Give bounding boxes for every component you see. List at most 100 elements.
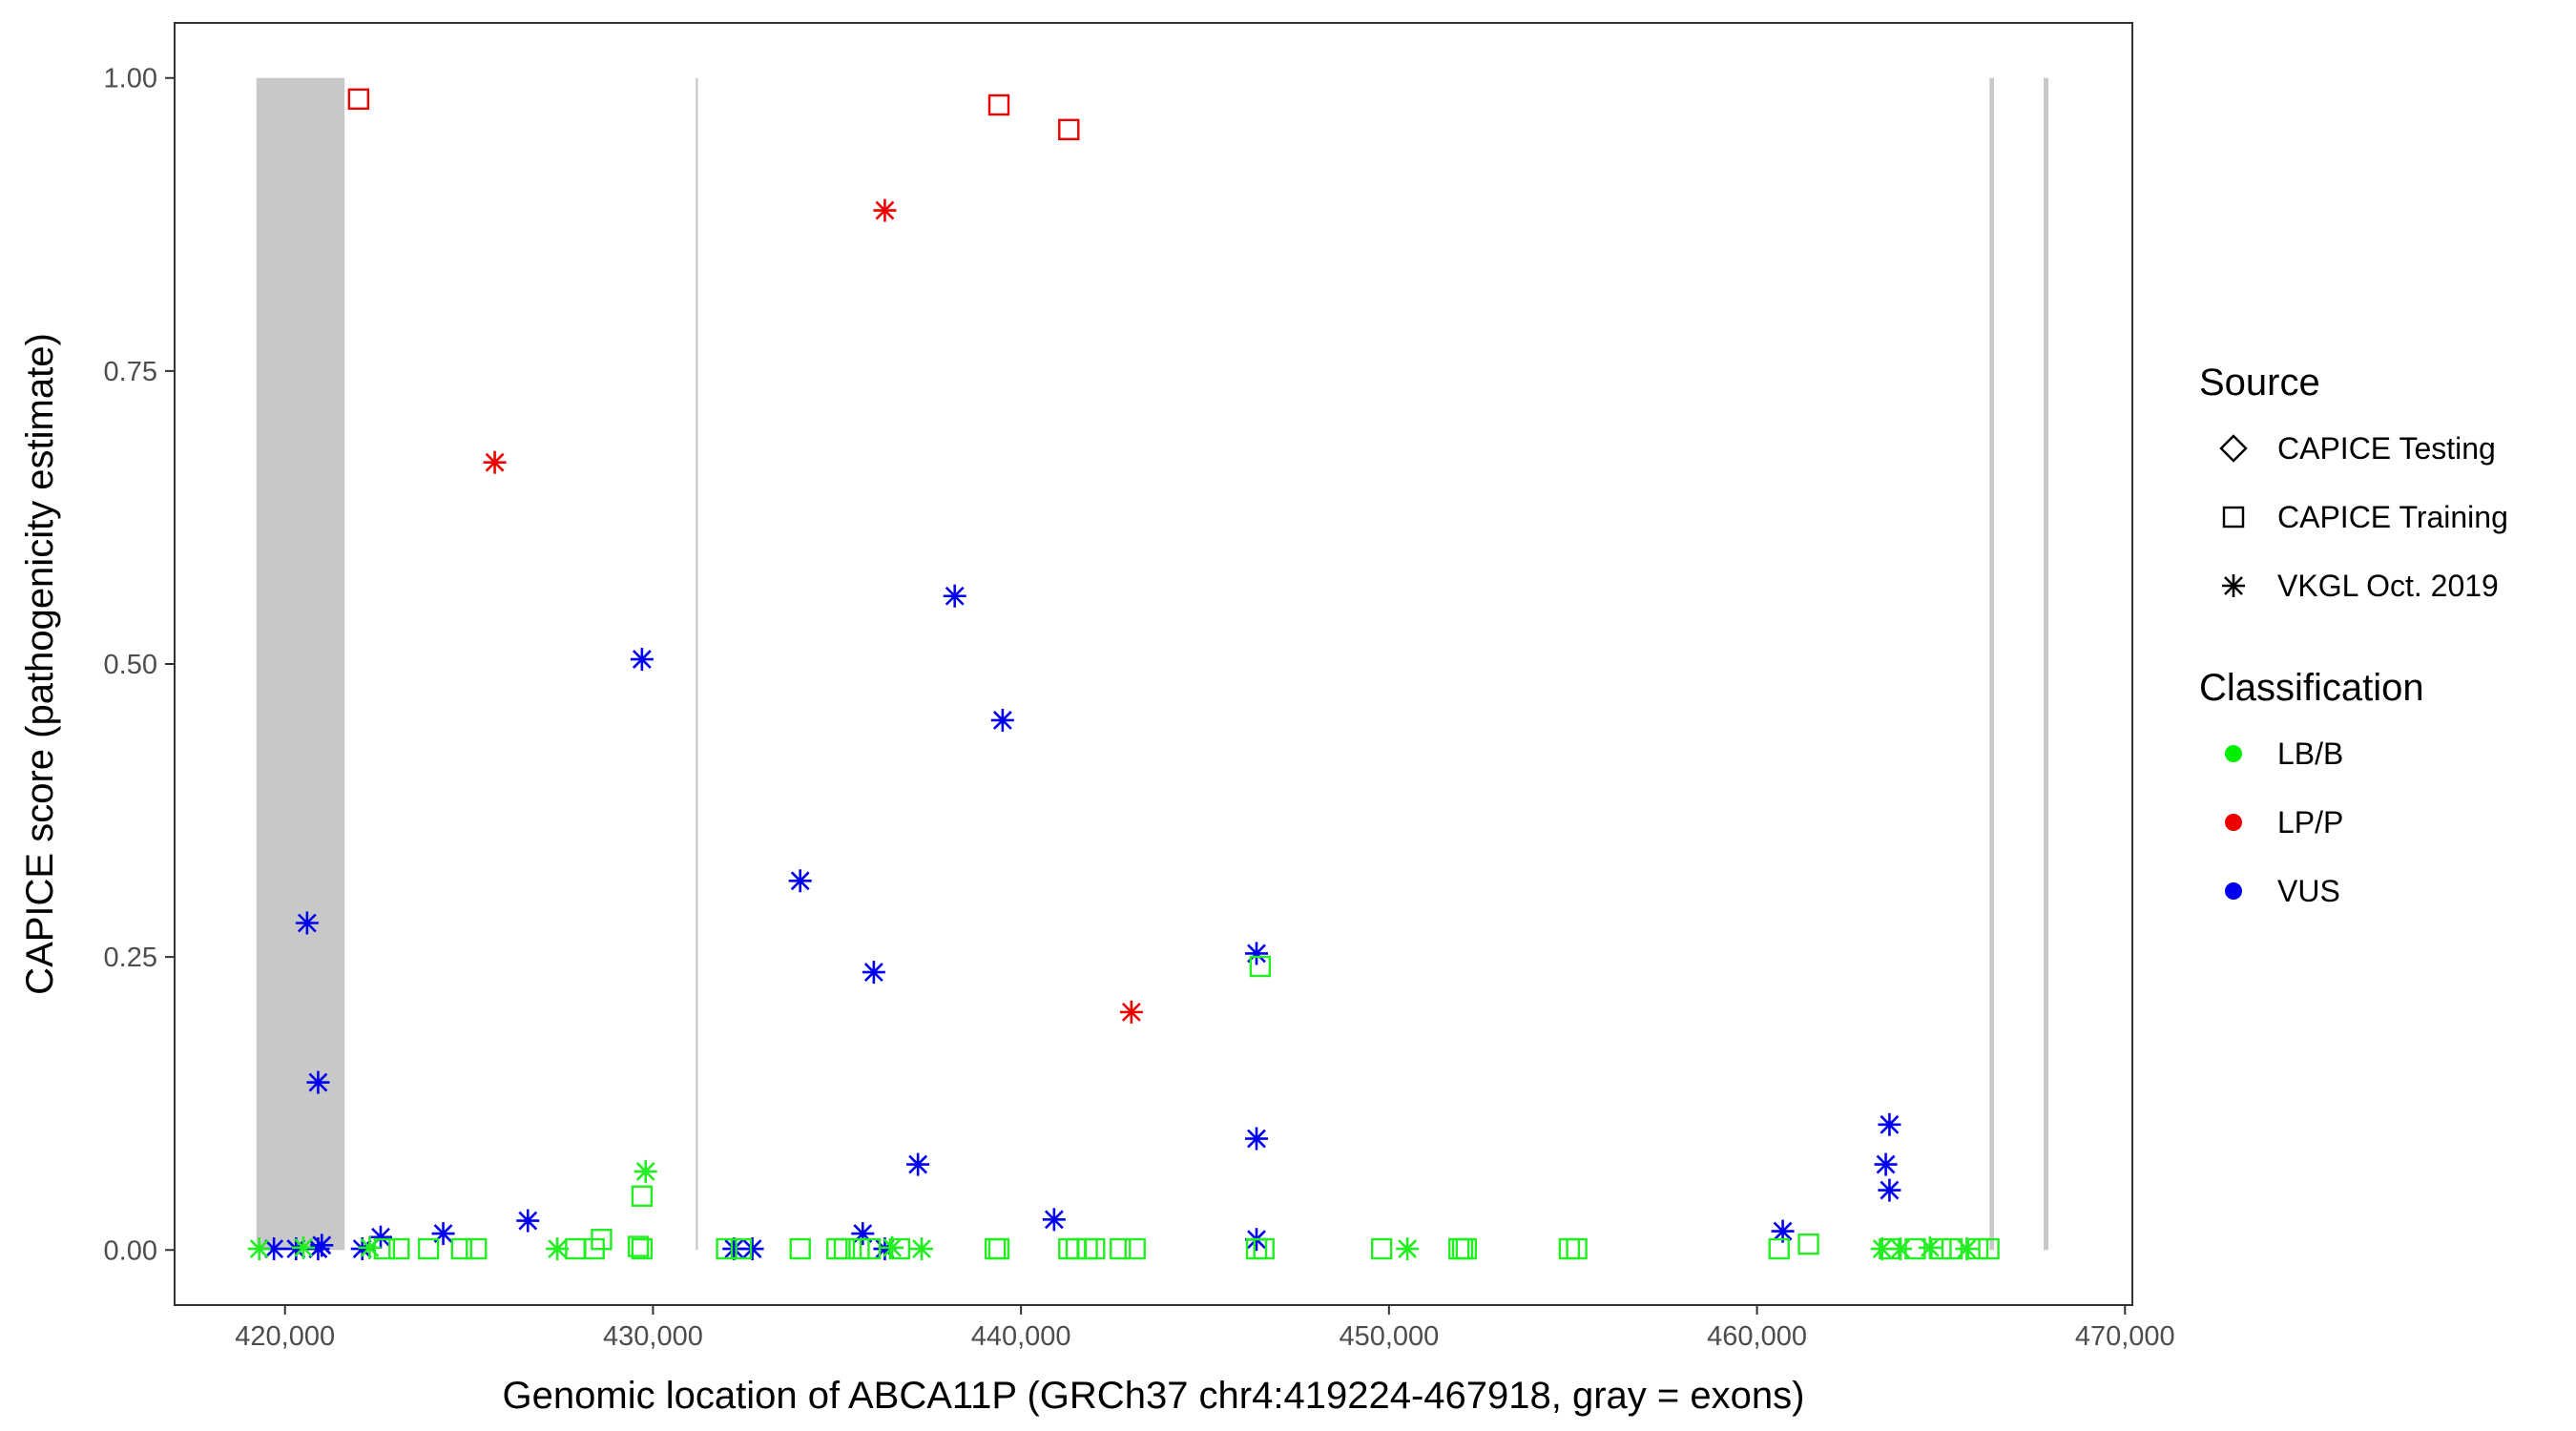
x-tick-label-2: 430,000	[603, 1321, 703, 1352]
data-point-7	[943, 584, 966, 608]
data-point-4	[873, 198, 897, 222]
data-point-90	[1978, 1237, 2000, 1260]
data-point-55	[789, 1237, 811, 1260]
data-point-88	[1955, 1237, 1979, 1261]
data-point-73	[1370, 1237, 1393, 1260]
data-point-64	[987, 1237, 1010, 1260]
data-point-40	[627, 1235, 650, 1257]
data-point-43	[292, 1235, 315, 1259]
y-axis-title: CAPICE score (pathogenicity estimate)	[19, 333, 61, 995]
data-point-48	[450, 1237, 473, 1260]
data-point-1	[347, 88, 370, 111]
data-point-66	[1065, 1237, 1088, 1260]
data-point-77	[1455, 1237, 1478, 1260]
data-point-10	[788, 869, 812, 893]
data-point-89	[1966, 1237, 1989, 1260]
data-point-18	[1874, 1152, 1898, 1176]
data-point-58	[848, 1237, 870, 1260]
y-tick-label-4: 0.75	[104, 357, 157, 387]
data-point-41	[631, 1237, 654, 1260]
data-point-52	[583, 1237, 605, 1260]
data-point-53	[716, 1237, 737, 1260]
x-axis-title: Genomic location of ABCA11P (GRCh37 chr4…	[503, 1375, 1805, 1417]
x-tick-label-1: 420,000	[235, 1321, 335, 1352]
data-point-72	[1253, 1237, 1275, 1260]
data-point-3	[1058, 118, 1080, 140]
data-point-54	[730, 1237, 753, 1260]
data-point-14	[306, 1070, 330, 1094]
x-tick-label-4: 450,000	[1339, 1321, 1439, 1352]
data-point-47	[417, 1237, 440, 1260]
data-point-78	[1558, 1237, 1581, 1260]
legend-key-1-2	[2222, 506, 2245, 529]
data-point-49	[466, 1237, 488, 1260]
data-point-42	[247, 1237, 271, 1261]
y-axis: 0.00 0.25 0.50 0.75 1.00	[104, 64, 175, 1266]
data-point-60	[881, 1235, 904, 1259]
data-point-12	[1245, 942, 1268, 965]
data-point-62	[910, 1237, 933, 1261]
x-tick-label-6: 470,000	[2075, 1321, 2175, 1352]
data-point-20	[1042, 1208, 1066, 1232]
exon-band-4	[2044, 77, 2048, 1251]
x-axis: 420,000 430,000 440,000 450,000 460,000 470,0…	[235, 1305, 2175, 1352]
data-point-79	[1566, 1237, 1588, 1260]
y-tick-label-3: 0.50	[104, 650, 157, 680]
exon-band-3	[1989, 77, 1994, 1251]
legend-label-1-3: VKGL Oct. 2019	[2277, 569, 2499, 603]
data-point-36	[634, 1159, 657, 1183]
legend-key-2-2	[2225, 814, 2242, 831]
legend-label-2-2: LP/P	[2277, 805, 2343, 840]
plot-panel-border	[174, 22, 2133, 1306]
legend-label-1-1: CAPICE Testing	[2277, 431, 2496, 466]
data-point-37	[631, 1185, 654, 1207]
data-point-11	[295, 911, 319, 935]
data-point-35	[1249, 955, 1272, 978]
x-tick-label-3: 440,000	[971, 1321, 1071, 1352]
exon-band-1	[256, 77, 345, 1251]
data-point-17	[906, 1152, 930, 1176]
data-point-9	[990, 708, 1014, 732]
data-point-16	[1245, 1127, 1268, 1151]
data-point-86	[1930, 1237, 1952, 1260]
legend-key-2-3	[2225, 882, 2242, 900]
exon-band-2	[696, 77, 698, 1251]
data-point-70	[1124, 1237, 1146, 1260]
y-tick-label-2: 0.25	[104, 943, 157, 973]
data-point-13	[862, 961, 885, 985]
data-point-85	[1918, 1235, 1942, 1259]
data-point-45	[373, 1237, 396, 1260]
legend: Source CAPICE Testing CAPICE Training VKGL …	[2199, 362, 2508, 908]
data-point-8	[630, 648, 654, 672]
data-points	[247, 88, 2000, 1261]
legend-label-2-1: LB/B	[2277, 736, 2343, 771]
data-point-59	[859, 1237, 882, 1260]
data-point-56	[826, 1237, 848, 1260]
legend-label-1-2: CAPICE Training	[2277, 500, 2508, 534]
legend-title-2: Classification	[2199, 667, 2424, 709]
data-point-68	[1084, 1237, 1106, 1260]
legend-key-2-1	[2225, 745, 2242, 762]
legend-title-1: Source	[2199, 362, 2320, 404]
data-point-50	[546, 1237, 570, 1261]
data-point-83	[1889, 1237, 1912, 1261]
data-point-2	[987, 93, 1010, 116]
data-point-65	[1058, 1237, 1080, 1260]
data-point-61	[888, 1237, 911, 1260]
data-point-67	[1076, 1237, 1098, 1260]
x-tick-label-5: 460,000	[1707, 1321, 1807, 1352]
data-point-5	[483, 450, 507, 474]
y-tick-label-1: 0.00	[104, 1235, 157, 1266]
exon-bands	[256, 77, 2048, 1251]
data-point-51	[565, 1237, 587, 1260]
data-point-19	[1878, 1178, 1901, 1202]
legend-label-2-3: VUS	[2277, 874, 2340, 908]
data-point-57	[833, 1237, 856, 1260]
data-point-46	[388, 1237, 410, 1260]
data-point-80	[1768, 1237, 1790, 1260]
data-point-15	[1878, 1112, 1901, 1136]
data-point-39	[1797, 1233, 1819, 1255]
y-tick-label-5: 1.00	[104, 64, 157, 94]
legend-key-1-1	[2219, 434, 2248, 463]
